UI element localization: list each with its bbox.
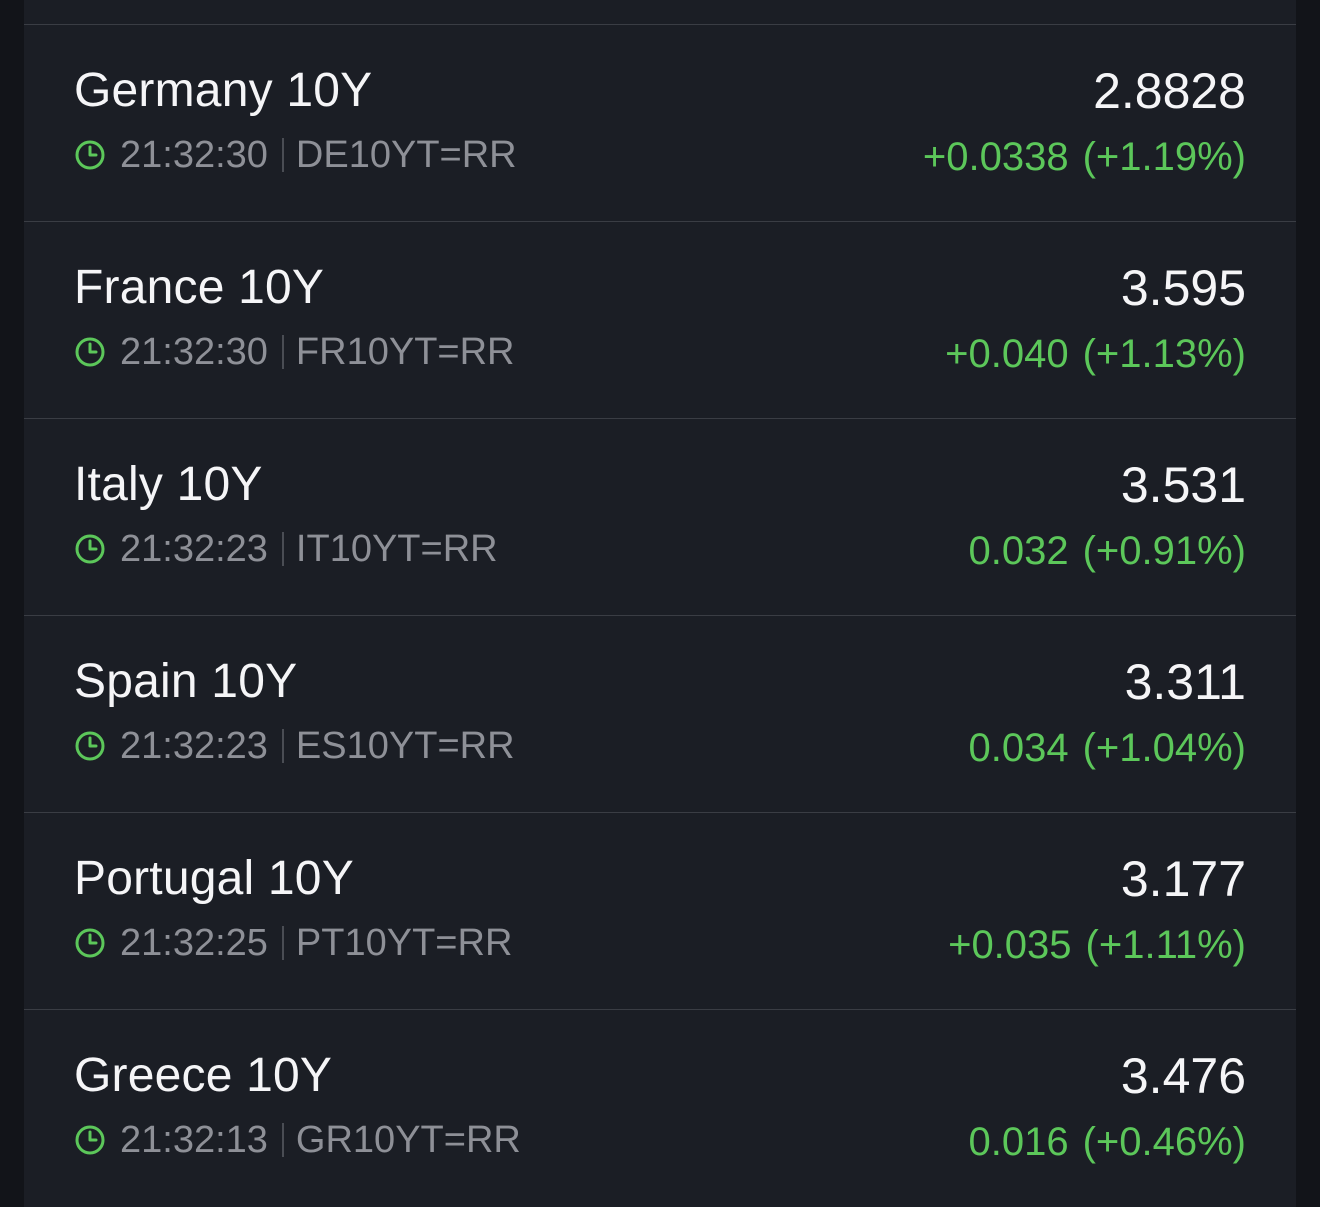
separator (281, 138, 284, 172)
ric-code: GR10YT=RR (295, 1118, 521, 1161)
ric-code: IT10YT=RR (295, 527, 498, 570)
yield-price: 3.476 (1120, 1048, 1246, 1104)
change-percent: (+1.13%) (1082, 332, 1246, 376)
separator (281, 532, 284, 566)
instrument-name: Greece 10Y (74, 1049, 333, 1102)
ric-code: FR10YT=RR (295, 330, 515, 373)
change-value: 0.032 (968, 529, 1069, 573)
update-time: 21:32:30 (120, 330, 268, 373)
quote-row-greece[interactable]: Greece 10Y 21:32:13 GR10YT=RR 3.476 0.01… (24, 1009, 1296, 1205)
change-percent: (+1.04%) (1082, 726, 1246, 770)
yield-change: +0.035 (+1.11%) (948, 921, 1246, 969)
change-value: +0.0338 (922, 135, 1069, 179)
yield-price: 3.595 (1120, 260, 1246, 316)
change-percent: (+0.46%) (1082, 1120, 1246, 1164)
quote-meta: 21:32:30 FR10YT=RR (74, 328, 514, 376)
separator (281, 926, 284, 960)
change-value: 0.016 (968, 1120, 1069, 1164)
quote-row-portugal[interactable]: Portugal 10Y 21:32:25 PT10YT=RR 3.177 +0… (24, 812, 1296, 1008)
quote-row-spain[interactable]: Spain 10Y 21:32:23 ES10YT=RR 3.311 0.034… (24, 615, 1296, 811)
quote-row-france[interactable]: France 10Y 21:32:30 FR10YT=RR 3.595 +0.0… (24, 221, 1296, 417)
instrument-name: Spain 10Y (74, 655, 298, 708)
separator (281, 335, 284, 369)
change-percent: (+0.91%) (1082, 529, 1246, 573)
yield-price: 2.8828 (1093, 63, 1246, 119)
clock-icon (75, 140, 105, 170)
separator (281, 729, 284, 763)
update-time: 21:32:25 (120, 921, 268, 964)
quote-meta: 21:32:23 IT10YT=RR (74, 525, 498, 573)
quote-meta: 21:32:23 ES10YT=RR (74, 722, 515, 770)
clock-icon (75, 731, 105, 761)
change-percent: (+1.19%) (1082, 135, 1246, 179)
clock-icon (75, 1125, 105, 1155)
change-value: +0.040 (945, 332, 1069, 376)
yield-change: 0.016 (+0.46%) (968, 1118, 1246, 1166)
update-time: 21:32:23 (120, 527, 268, 570)
update-time: 21:32:13 (120, 1118, 268, 1161)
ric-code: ES10YT=RR (295, 724, 515, 767)
instrument-name: Portugal 10Y (74, 852, 354, 905)
quote-row-italy[interactable]: Italy 10Y 21:32:23 IT10YT=RR 3.531 0.032… (24, 418, 1296, 614)
yield-change: 0.034 (+1.04%) (968, 724, 1246, 772)
yield-price: 3.311 (1124, 654, 1246, 710)
separator (281, 1123, 284, 1157)
change-value: 0.034 (968, 726, 1069, 770)
clock-icon (75, 534, 105, 564)
instrument-name: Italy 10Y (74, 458, 263, 511)
yield-price: 3.531 (1120, 457, 1246, 513)
quote-row-germany[interactable]: Germany 10Y 21:32:30 DE10YT=RR 2.8828 +0… (24, 24, 1296, 220)
quote-meta: 21:32:13 GR10YT=RR (74, 1116, 521, 1164)
update-time: 21:32:30 (120, 133, 268, 176)
update-time: 21:32:23 (120, 724, 268, 767)
yield-price: 3.177 (1120, 851, 1246, 907)
clock-icon (75, 337, 105, 367)
quote-meta: 21:32:25 PT10YT=RR (74, 919, 512, 967)
yield-change: 0.032 (+0.91%) (968, 527, 1246, 575)
change-percent: (+1.11%) (1085, 923, 1246, 967)
change-value: +0.035 (948, 923, 1072, 967)
instrument-name: Germany 10Y (74, 64, 373, 117)
instrument-name: France 10Y (74, 261, 325, 314)
yield-change: +0.0338 (+1.19%) (923, 133, 1246, 181)
quote-list: Germany 10Y 21:32:30 DE10YT=RR 2.8828 +0… (24, 0, 1296, 1207)
quote-meta: 21:32:30 DE10YT=RR (74, 131, 517, 179)
clock-icon (75, 928, 105, 958)
ric-code: PT10YT=RR (295, 921, 513, 964)
yield-change: +0.040 (+1.13%) (945, 330, 1246, 378)
ric-code: DE10YT=RR (295, 133, 517, 176)
